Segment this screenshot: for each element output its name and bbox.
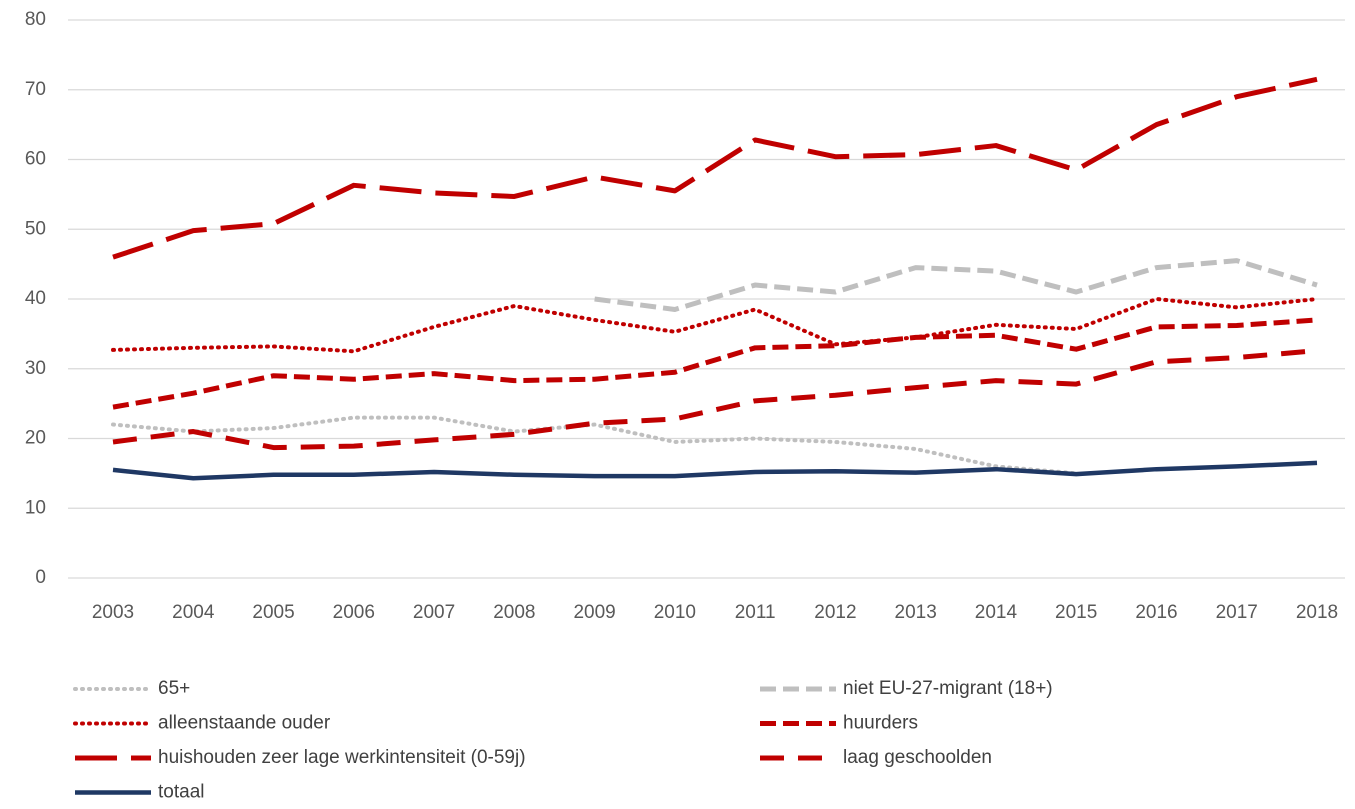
y-tick-label: 60 <box>25 149 46 170</box>
x-tick-label: 2010 <box>654 602 696 623</box>
x-tick-label: 2017 <box>1216 602 1258 623</box>
series-line <box>112 76 1318 260</box>
x-tick-label: 2012 <box>814 602 856 623</box>
x-tick-label: 2006 <box>333 602 375 623</box>
legend-label: laag geschoolden <box>843 747 992 768</box>
y-tick-label: 80 <box>25 9 46 30</box>
x-tick-label: 2007 <box>413 602 455 623</box>
series-line <box>112 348 1318 451</box>
legend-label: alleenstaande ouder <box>158 713 331 734</box>
legend-label: huurders <box>843 713 918 734</box>
x-tick-label: 2018 <box>1296 602 1338 623</box>
x-tick-label: 2009 <box>573 602 615 623</box>
legend-label: totaal <box>158 782 204 803</box>
series-line <box>112 317 1318 410</box>
series-line <box>111 297 1319 354</box>
y-tick-label: 40 <box>25 288 46 309</box>
x-tick-label: 2008 <box>493 602 535 623</box>
x-tick-label: 2005 <box>252 602 294 623</box>
series-line <box>594 258 1318 312</box>
x-tick-label: 2015 <box>1055 602 1097 623</box>
y-tick-label: 70 <box>25 79 46 100</box>
y-tick-label: 10 <box>25 497 46 518</box>
x-tick-label: 2003 <box>92 602 134 623</box>
legend-label: niet EU-27-migrant (18+) <box>843 678 1053 699</box>
x-tick-label: 2014 <box>975 602 1018 623</box>
legend-label: huishouden zeer lage werkintensiteit (0-… <box>158 747 526 768</box>
x-tick-label: 2011 <box>735 602 776 623</box>
y-tick-label: 50 <box>25 218 46 239</box>
legend-label: 65+ <box>158 678 190 699</box>
y-tick-label: 30 <box>25 358 46 379</box>
series-line <box>112 460 1318 481</box>
series-line <box>111 415 1079 476</box>
y-tick-label: 20 <box>25 428 46 449</box>
x-tick-label: 2004 <box>172 602 215 623</box>
x-tick-label: 2016 <box>1135 602 1177 623</box>
y-tick-label: 0 <box>35 567 46 588</box>
x-tick-label: 2013 <box>895 602 937 623</box>
